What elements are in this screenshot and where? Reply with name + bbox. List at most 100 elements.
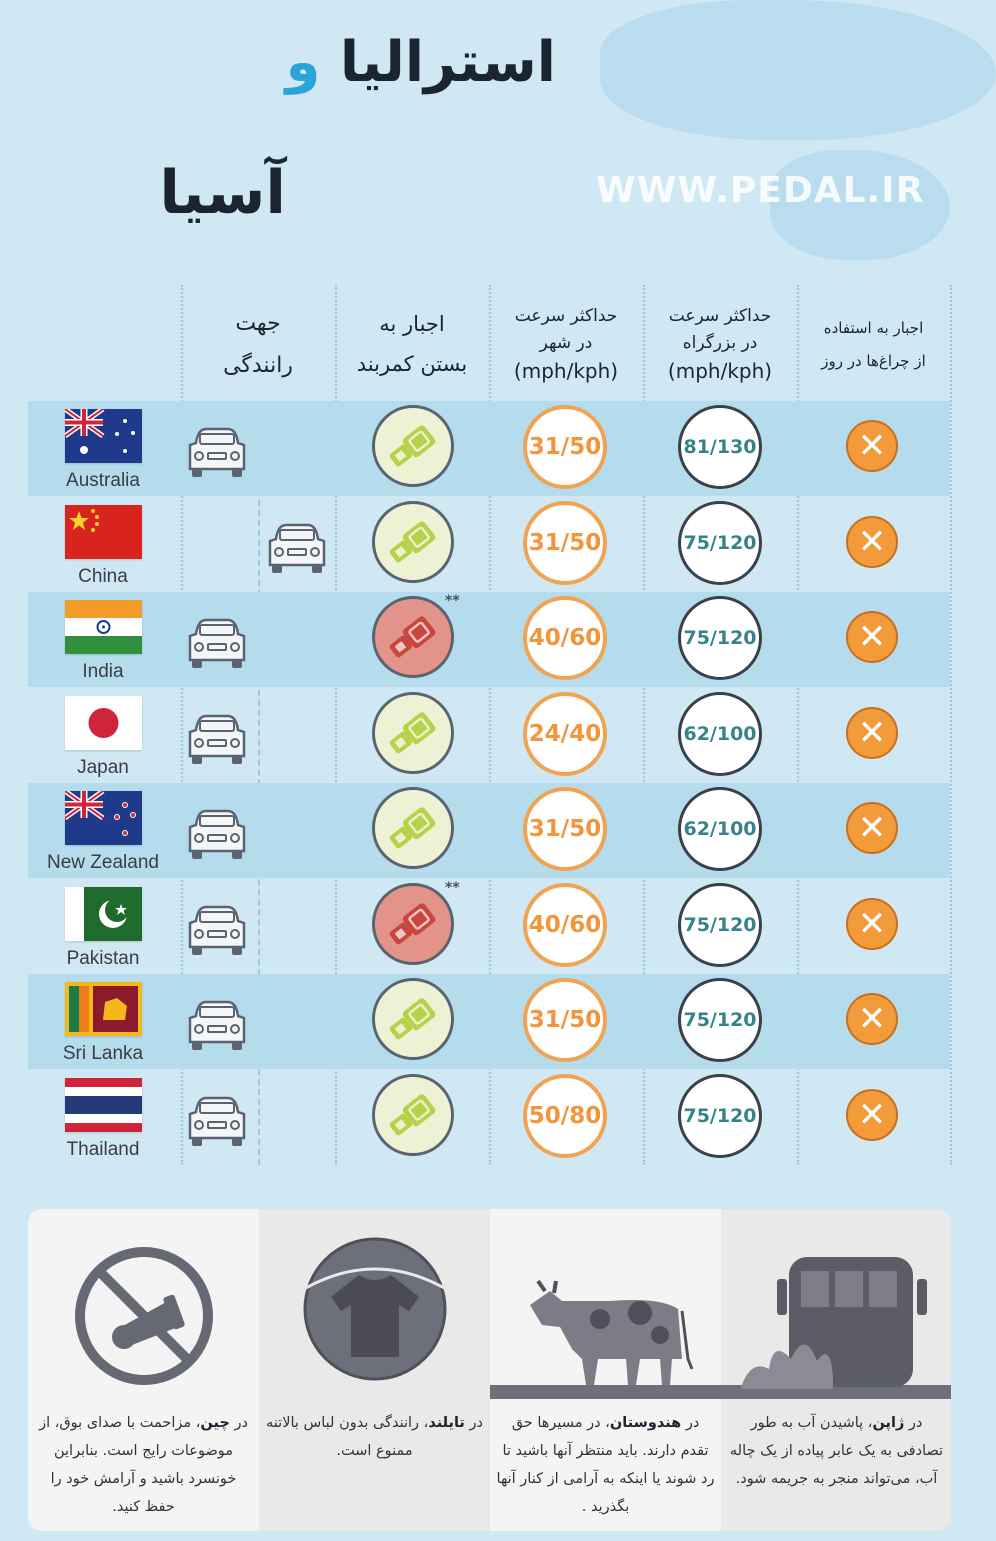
table-row: Pakistan ** 40/60 75/120 ✕ — [28, 879, 950, 974]
table-row: Australia 31/50 81/130 ✕ — [28, 401, 950, 496]
cow-icon — [490, 1279, 721, 1399]
watermark: WWW.PEDAL.IR — [596, 170, 925, 211]
note-country: ژاپن — [872, 1415, 905, 1431]
header-city-line2: در شهر — [539, 332, 593, 353]
header-highway-unit: (mph/kph) — [667, 358, 773, 383]
map-background-australia — [770, 150, 950, 260]
table-row: Sri Lanka 31/50 75/120 ✕ — [28, 974, 950, 1069]
no-daylights-icon: ✕ — [846, 611, 898, 663]
seatbelt-icon — [372, 882, 454, 965]
country-name: India — [82, 661, 124, 682]
seatbelt-icon — [372, 500, 454, 583]
column-divider — [335, 285, 337, 1165]
pakistan-flag — [65, 886, 142, 941]
drive-right-car-icon — [264, 521, 330, 575]
header-highway-speed: حداکثر سرعت در بزرگراه (mph/kph) — [643, 290, 797, 400]
city-speed-limit: 40/60 — [523, 882, 607, 967]
header-direction-line1: جهت — [235, 311, 281, 337]
thailand-flag — [65, 1077, 142, 1132]
city-speed-limit: 31/50 — [523, 500, 607, 585]
header-lights-line1: اجبار به استفاده — [823, 319, 924, 337]
seatbelt-icon — [372, 691, 454, 774]
no-horn-icon — [75, 1247, 213, 1385]
page-title: استرالیا و — [286, 30, 556, 95]
column-divider — [797, 285, 799, 1165]
note-thailand-text: در تایلند، رانندگی بدون لباس بالاتنه ممن… — [265, 1409, 484, 1465]
drive-left-car-icon — [184, 712, 250, 766]
table-row: China 31/50 75/120 ✕ — [28, 497, 950, 592]
highway-speed-limit: 75/120 — [678, 882, 762, 967]
table-row: India ** 40/60 75/120 ✕ — [28, 592, 950, 687]
column-divider — [643, 285, 645, 1165]
highway-speed-limit: 75/120 — [678, 500, 762, 585]
header-direction-line2: رانندگی — [223, 353, 293, 378]
table-row: New Zealand 31/50 62/100 ✕ — [28, 783, 950, 878]
header-lights-line2: از چراغ‌ها در روز — [821, 352, 926, 370]
note-text-before: در — [464, 1415, 483, 1431]
shirt-icon — [303, 1237, 447, 1381]
note-text-after: ، پاشیدن آب به طور تصادفی به یک عابر پیا… — [729, 1415, 944, 1487]
page-subtitle: آسیا — [159, 158, 286, 228]
note-country: چین — [200, 1415, 230, 1431]
highway-speed-limit: 75/120 — [678, 978, 762, 1062]
country-name: Thailand — [66, 1138, 140, 1160]
note-india: در هندوستان، در مسیرها حق تقدم دارند. با… — [490, 1209, 721, 1531]
country-name: New Zealand — [47, 852, 159, 873]
highway-speed-limit: 81/130 — [678, 405, 762, 489]
header-highway-line2: در بزرگراه — [682, 332, 758, 353]
title-and: و — [285, 30, 321, 95]
column-divider — [489, 285, 491, 1165]
country-name: Pakistan — [66, 947, 140, 969]
header-seatbelt-line1: اجبار به — [379, 312, 445, 337]
notes-panel: در چین، مزاحمت با صدای بوق، از موضوعات ر… — [28, 1209, 951, 1531]
highway-speed-limit: 62/100 — [678, 787, 762, 871]
header-city-speed: حداکثر سرعت در شهر (mph/kph) — [489, 290, 643, 400]
no-daylights-icon: ✕ — [846, 802, 898, 854]
india-flag — [65, 600, 142, 654]
drive-left-car-icon — [184, 807, 250, 861]
header-seatbelt-line2: بستن کمربند — [356, 352, 468, 376]
note-india-text: در هندوستان، در مسیرها حق تقدم دارند. با… — [496, 1409, 715, 1521]
note-text-after: ، در مسیرها حق تقدم دارند. باید منتظر آن… — [496, 1415, 715, 1515]
country-name: Australia — [66, 470, 140, 491]
city-speed-limit: 50/80 — [523, 1073, 607, 1158]
no-daylights-icon: ✕ — [846, 993, 898, 1045]
drive-left-car-icon — [184, 425, 250, 479]
note-text-after: ، رانندگی بدون لباس بالاتنه ممنوع است. — [266, 1415, 429, 1459]
drive-left-car-icon — [184, 903, 250, 957]
footnote-stars: ** — [445, 879, 460, 896]
note-text-before: در — [681, 1415, 700, 1431]
seatbelt-icon — [372, 978, 454, 1060]
note-text-after: ، مزاحمت با صدای بوق، از موضوعات رایج اس… — [39, 1415, 237, 1515]
country-name: Japan — [77, 756, 129, 778]
sri-lanka-flag — [65, 982, 142, 1036]
header-city-unit: (mph/kph) — [513, 358, 619, 383]
highway-speed-limit: 75/120 — [678, 1073, 762, 1158]
note-japan: در ژاپن، پاشیدن آب به طور تصادفی به یک ع… — [721, 1209, 951, 1531]
country-name: Sri Lanka — [62, 1043, 144, 1064]
note-japan-text: در ژاپن، پاشیدن آب به طور تصادفی به یک ع… — [727, 1409, 946, 1493]
note-country: تایلند — [428, 1415, 465, 1431]
australia-flag — [65, 409, 142, 463]
drive-left-car-icon — [184, 616, 250, 670]
city-speed-limit: 31/50 — [523, 405, 607, 489]
note-china-text: در چین، مزاحمت با صدای بوق، از موضوعات ر… — [34, 1409, 253, 1521]
no-daylights-icon: ✕ — [846, 515, 898, 568]
japan-flag — [65, 695, 142, 750]
highway-speed-limit: 62/100 — [678, 691, 762, 776]
seatbelt-icon — [372, 787, 454, 869]
seatbelt-icon — [372, 1073, 454, 1156]
seatbelt-icon — [372, 405, 454, 487]
header-direction: جهت رانندگی — [181, 290, 335, 400]
header-highway-line1: حداکثر سرعت — [668, 306, 772, 327]
no-daylights-icon: ✕ — [846, 1088, 898, 1141]
header-day-lights: اجبار به استفاده از چراغ‌ها در روز — [797, 290, 950, 400]
drive-left-car-icon — [184, 998, 250, 1052]
note-text-before: در — [229, 1415, 248, 1431]
bus-splash-icon — [721, 1257, 951, 1399]
no-daylights-icon: ✕ — [846, 706, 898, 759]
note-china: در چین، مزاحمت با صدای بوق، از موضوعات ر… — [28, 1209, 259, 1531]
column-divider — [181, 285, 183, 1165]
header-seatbelt: اجبار به بستن کمربند — [335, 290, 489, 400]
city-speed-limit: 31/50 — [523, 787, 607, 871]
